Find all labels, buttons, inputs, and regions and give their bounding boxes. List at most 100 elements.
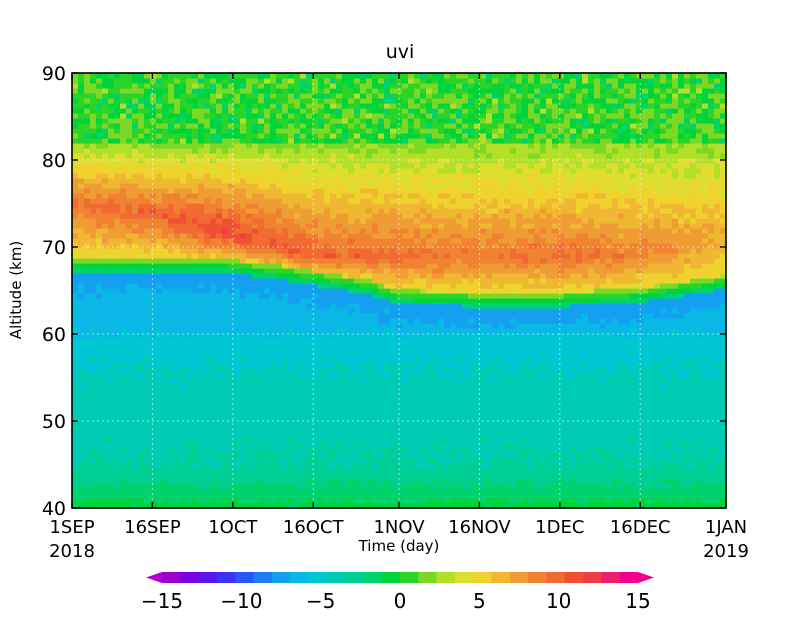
heatmap-cell (348, 443, 355, 449)
heatmap-cell (312, 503, 319, 509)
heatmap-cell (72, 303, 79, 309)
heatmap-cell (144, 373, 151, 379)
heatmap-cell (144, 323, 151, 329)
heatmap-cell (312, 498, 319, 504)
heatmap-cell (270, 308, 277, 314)
heatmap-cell (342, 483, 349, 489)
heatmap-cell (240, 473, 247, 479)
heatmap-cell (336, 328, 343, 334)
heatmap-cell (342, 493, 349, 499)
heatmap-cell (396, 98, 403, 104)
heatmap-cell (96, 353, 103, 359)
heatmap-cell (330, 323, 337, 329)
heatmap-cell (144, 433, 151, 439)
heatmap-cell (108, 208, 115, 214)
heatmap-cell (402, 258, 409, 264)
heatmap-cell (372, 103, 379, 109)
heatmap-cell (108, 348, 115, 354)
heatmap-cell (168, 218, 175, 224)
heatmap-cell (120, 493, 127, 499)
heatmap-cell (270, 243, 277, 249)
heatmap-cell (222, 423, 229, 429)
heatmap-cell (78, 218, 85, 224)
heatmap-cell (288, 363, 295, 369)
heatmap-cell (96, 123, 103, 129)
heatmap-cell (246, 428, 253, 434)
heatmap-cell (192, 88, 199, 94)
heatmap-cell (90, 228, 97, 234)
heatmap-cell (282, 258, 289, 264)
heatmap-cell (102, 358, 109, 364)
heatmap-cell (324, 158, 331, 164)
heatmap-cell (246, 333, 253, 339)
heatmap-cell (198, 423, 205, 429)
heatmap-cell (120, 363, 127, 369)
heatmap-cell (240, 78, 247, 84)
heatmap-cell (168, 263, 175, 269)
heatmap-cell (408, 248, 415, 254)
heatmap-cell (108, 393, 115, 399)
heatmap-cell (90, 353, 97, 359)
heatmap-cell (222, 478, 229, 484)
heatmap-cell (222, 468, 229, 474)
heatmap-cell (366, 118, 373, 124)
heatmap-cell (72, 183, 79, 189)
heatmap-cell (306, 313, 313, 319)
heatmap-cell (132, 268, 139, 274)
heatmap-cell (156, 268, 163, 274)
heatmap-cell (276, 348, 283, 354)
heatmap-cell (258, 73, 265, 79)
heatmap-cell (258, 348, 265, 354)
heatmap-cell (168, 398, 175, 404)
heatmap-cell (126, 253, 133, 259)
heatmap-cell (378, 478, 385, 484)
heatmap-cell (246, 143, 253, 149)
heatmap-cell (234, 338, 241, 344)
heatmap-cell (78, 498, 85, 504)
heatmap-cell (108, 368, 115, 374)
heatmap-cell (204, 428, 211, 434)
heatmap-cell (150, 108, 157, 114)
heatmap-cell (138, 353, 145, 359)
heatmap-cell (84, 248, 91, 254)
heatmap-cell (306, 283, 313, 289)
heatmap-cell (108, 273, 115, 279)
heatmap-cell (78, 253, 85, 259)
heatmap-cell (354, 373, 361, 379)
heatmap-cell (216, 463, 223, 469)
heatmap-cell (366, 448, 373, 454)
heatmap-cell (192, 278, 199, 284)
heatmap-cell (204, 248, 211, 254)
heatmap-cell (288, 478, 295, 484)
heatmap-cell (384, 303, 391, 309)
heatmap-cell (330, 198, 337, 204)
heatmap-cell (228, 88, 235, 94)
heatmap-cell (336, 208, 343, 214)
heatmap-cell (246, 303, 253, 309)
heatmap-cell (102, 273, 109, 279)
heatmap-cell (372, 473, 379, 479)
heatmap-cell (282, 138, 289, 144)
heatmap-cell (144, 413, 151, 419)
heatmap-cell (198, 98, 205, 104)
heatmap-cell (138, 288, 145, 294)
heatmap-cell (138, 73, 145, 79)
heatmap-cell (120, 288, 127, 294)
heatmap-cell (168, 118, 175, 124)
heatmap-cell (168, 183, 175, 189)
heatmap-cell (162, 208, 169, 214)
heatmap-cell (138, 183, 145, 189)
heatmap-cell (264, 103, 271, 109)
heatmap-cell (270, 378, 277, 384)
heatmap-cell (324, 183, 331, 189)
heatmap-cell (378, 263, 385, 269)
heatmap-cell (282, 228, 289, 234)
heatmap-cell (402, 433, 409, 439)
heatmap-cell (408, 213, 415, 219)
heatmap-cell (294, 213, 301, 219)
heatmap-cell (228, 348, 235, 354)
heatmap-cell (198, 248, 205, 254)
heatmap-cell (300, 113, 307, 119)
heatmap-cell (144, 393, 151, 399)
heatmap-cell (210, 223, 217, 229)
